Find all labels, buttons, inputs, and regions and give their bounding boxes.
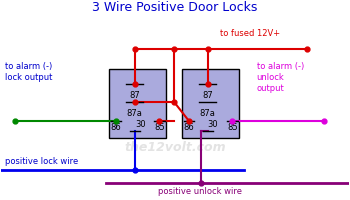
Text: 86: 86 — [183, 123, 194, 132]
Bar — [182, 69, 239, 138]
Bar — [109, 69, 166, 138]
Text: 30: 30 — [208, 120, 218, 129]
Text: 85: 85 — [227, 123, 238, 132]
Text: to alarm (-): to alarm (-) — [257, 62, 304, 71]
Text: 85: 85 — [154, 123, 165, 132]
Text: 87a: 87a — [127, 109, 143, 118]
Text: 87a: 87a — [200, 109, 216, 118]
Title: 3 Wire Positive Door Locks: 3 Wire Positive Door Locks — [92, 1, 258, 14]
Text: output: output — [257, 84, 284, 93]
Text: 86: 86 — [111, 123, 121, 132]
Text: 30: 30 — [135, 120, 146, 129]
Text: 87: 87 — [202, 91, 213, 100]
Text: to alarm (-): to alarm (-) — [5, 62, 52, 71]
Text: to fused 12V+: to fused 12V+ — [220, 29, 280, 38]
Text: the12volt.com: the12volt.com — [124, 141, 226, 154]
Text: lock output: lock output — [5, 73, 52, 82]
Text: positive lock wire: positive lock wire — [5, 157, 78, 166]
Text: 87: 87 — [130, 91, 140, 100]
Text: unlock: unlock — [257, 73, 284, 82]
Text: positive unlock wire: positive unlock wire — [158, 187, 241, 196]
